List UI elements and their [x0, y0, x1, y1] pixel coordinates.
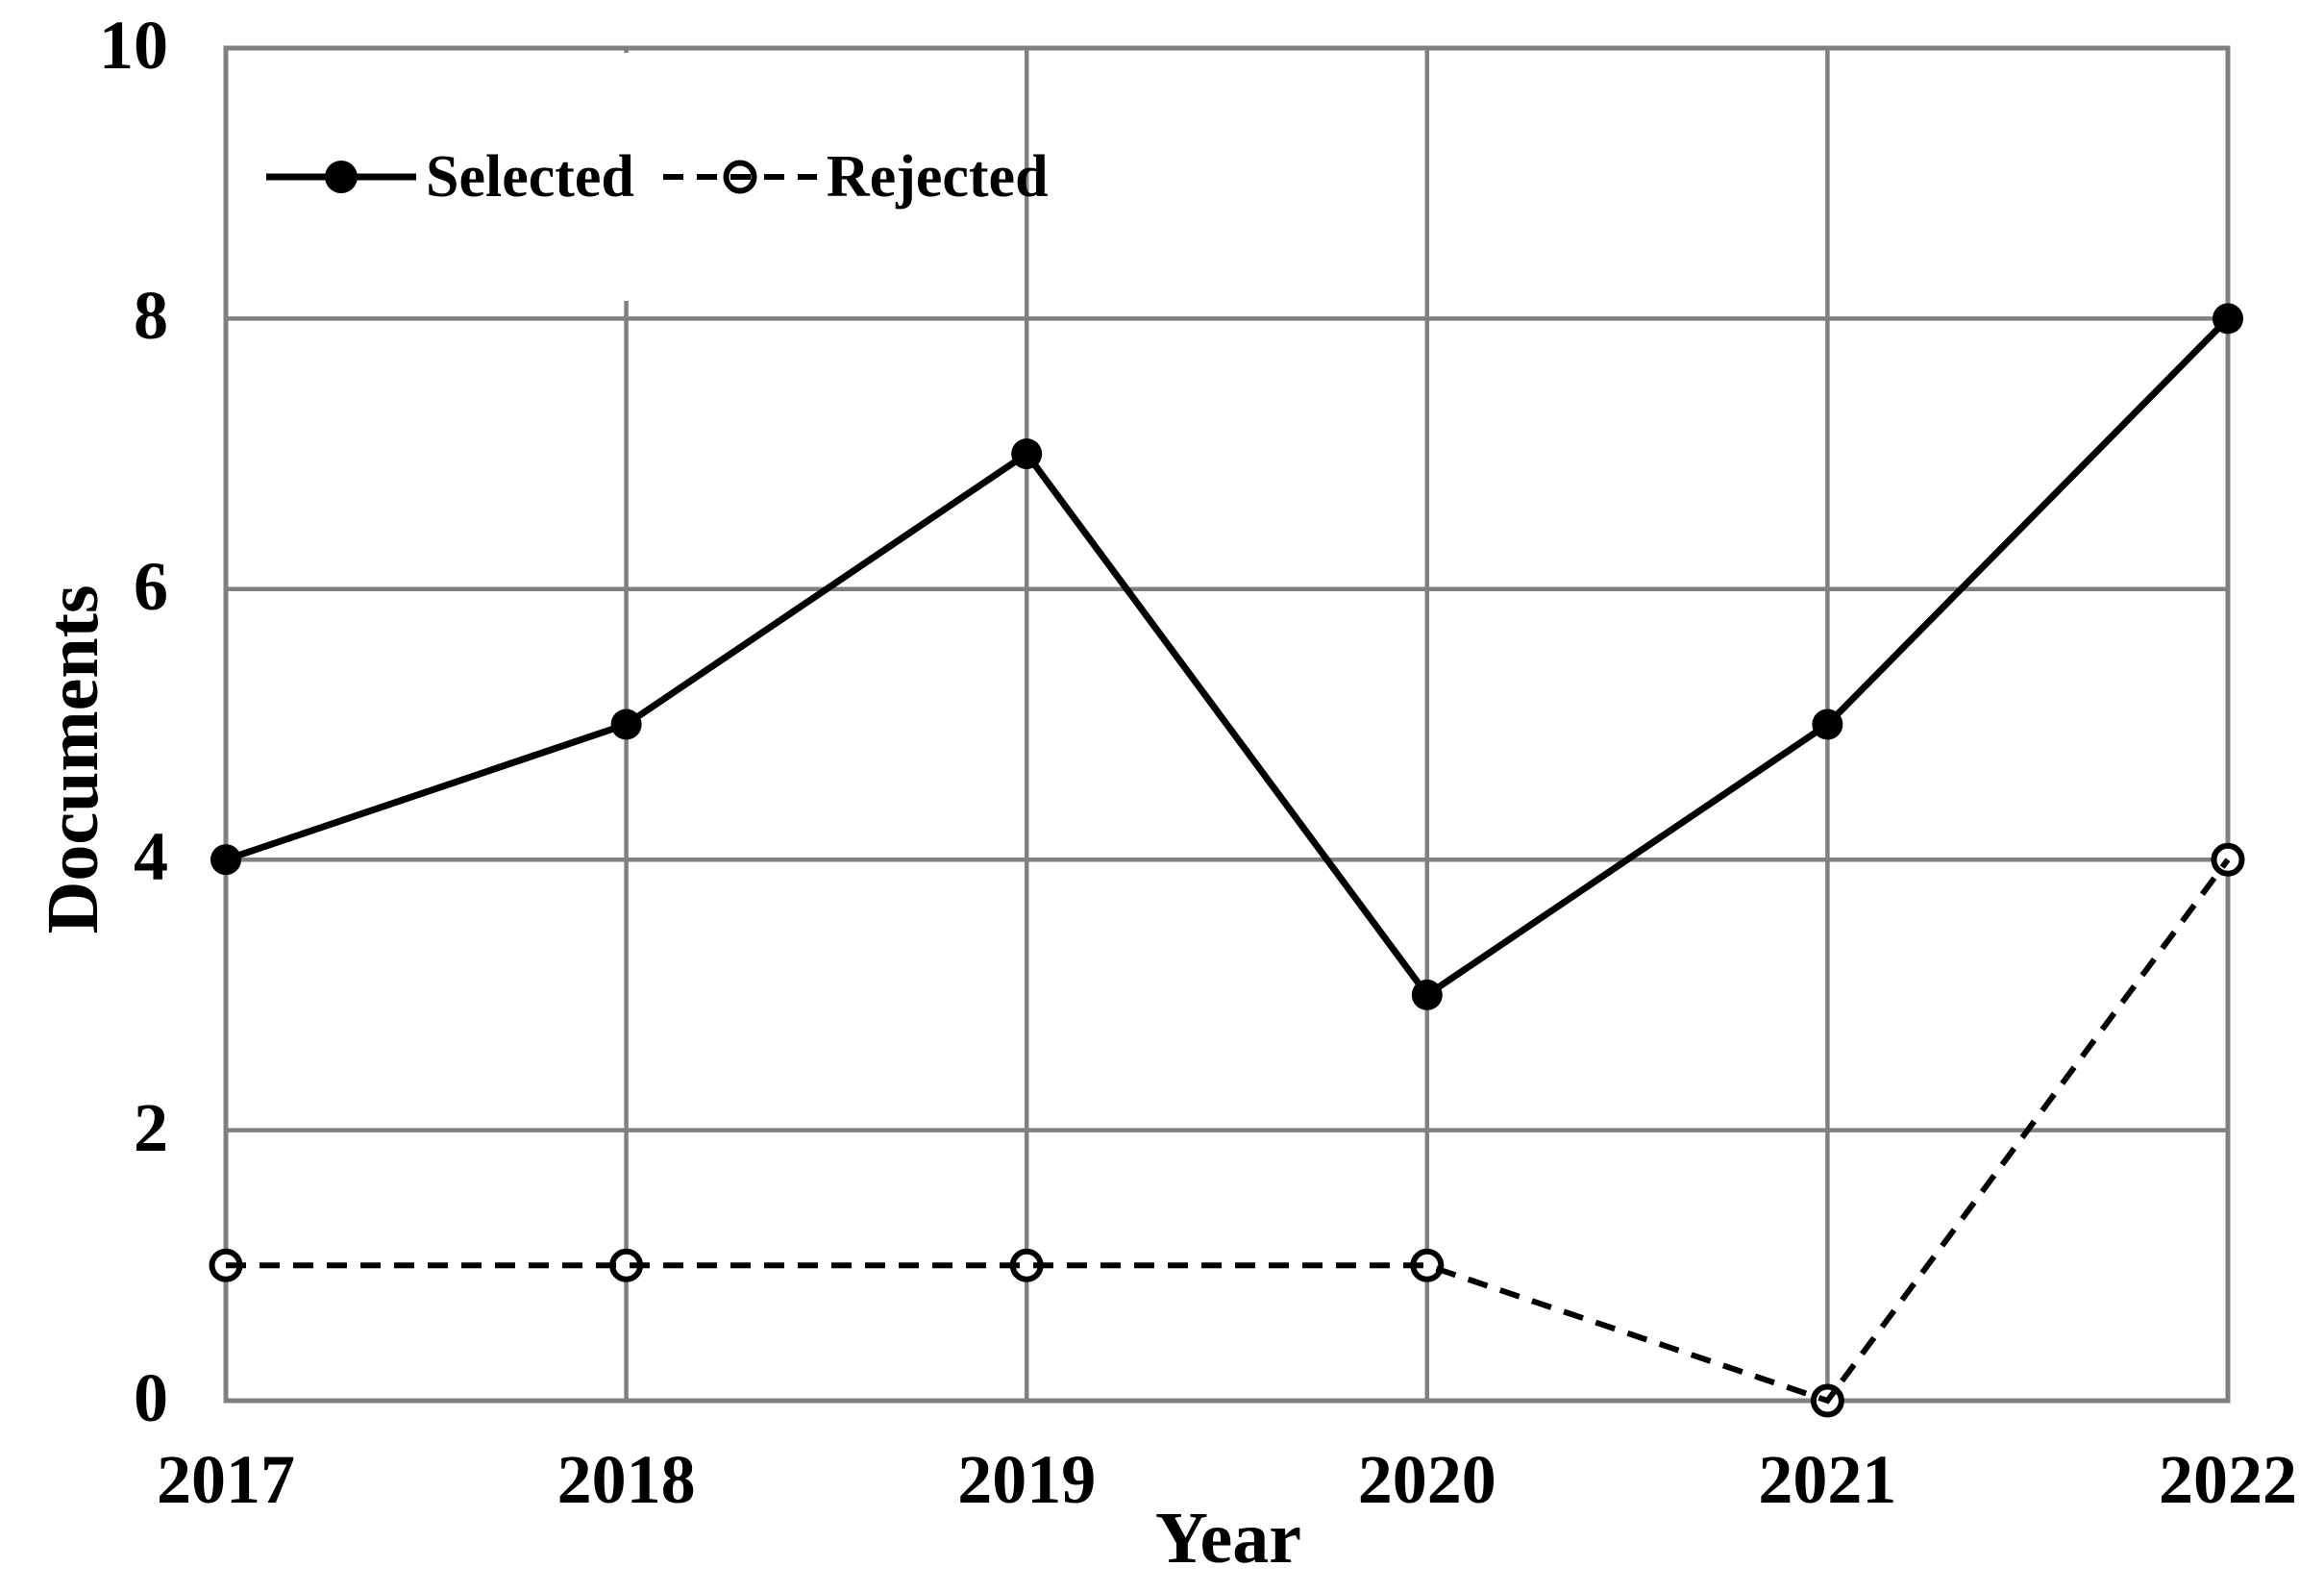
plot-border — [223, 45, 2231, 1404]
legend-item-rejected: Rejected — [662, 144, 1049, 210]
x-tick-label-2022: 2022 — [2159, 1441, 2297, 1518]
x-tick-label-2020: 2020 — [1357, 1441, 1496, 1518]
data-point-selected-2022 — [2213, 303, 2243, 335]
y-tick-label-6: 6 — [134, 547, 168, 625]
y-tick-label-2: 2 — [134, 1088, 168, 1166]
legend: Selected Rejected — [250, 53, 1049, 301]
x-tick-label-2017: 2017 — [157, 1441, 295, 1518]
y-tick-label-10: 10 — [99, 7, 168, 85]
dashed-line-open-circle-marker-icon — [662, 160, 817, 194]
y-tick-label-0: 0 — [134, 1359, 168, 1437]
legend-sample-marker — [325, 161, 358, 193]
x-tick-label-2019: 2019 — [957, 1441, 1097, 1518]
y-tick-label-8: 8 — [134, 277, 168, 355]
legend-label-rejected: Rejected — [826, 144, 1049, 210]
data-point-selected-2017 — [210, 844, 241, 876]
data-point-selected-2018 — [610, 709, 642, 740]
data-point-selected-2020 — [1411, 979, 1443, 1010]
series-selected — [210, 303, 2243, 1010]
y-tick-label-4: 4 — [134, 818, 168, 896]
series-rejected — [209, 842, 2245, 1418]
legend-item-selected: Selected — [266, 147, 634, 207]
x-tick-label-2021: 2021 — [1758, 1441, 1897, 1518]
x-tick-label-2018: 2018 — [556, 1441, 696, 1518]
data-point-selected-2021 — [1812, 709, 1843, 740]
data-point-selected-2019 — [1011, 438, 1043, 470]
solid-line-filled-circle-marker-icon — [266, 161, 416, 193]
x-axis-title: Year — [1155, 1498, 1301, 1579]
y-axis-title: Documents — [33, 585, 113, 934]
legend-label-selected: Selected — [426, 144, 634, 210]
series-line-selected — [224, 315, 2231, 1000]
